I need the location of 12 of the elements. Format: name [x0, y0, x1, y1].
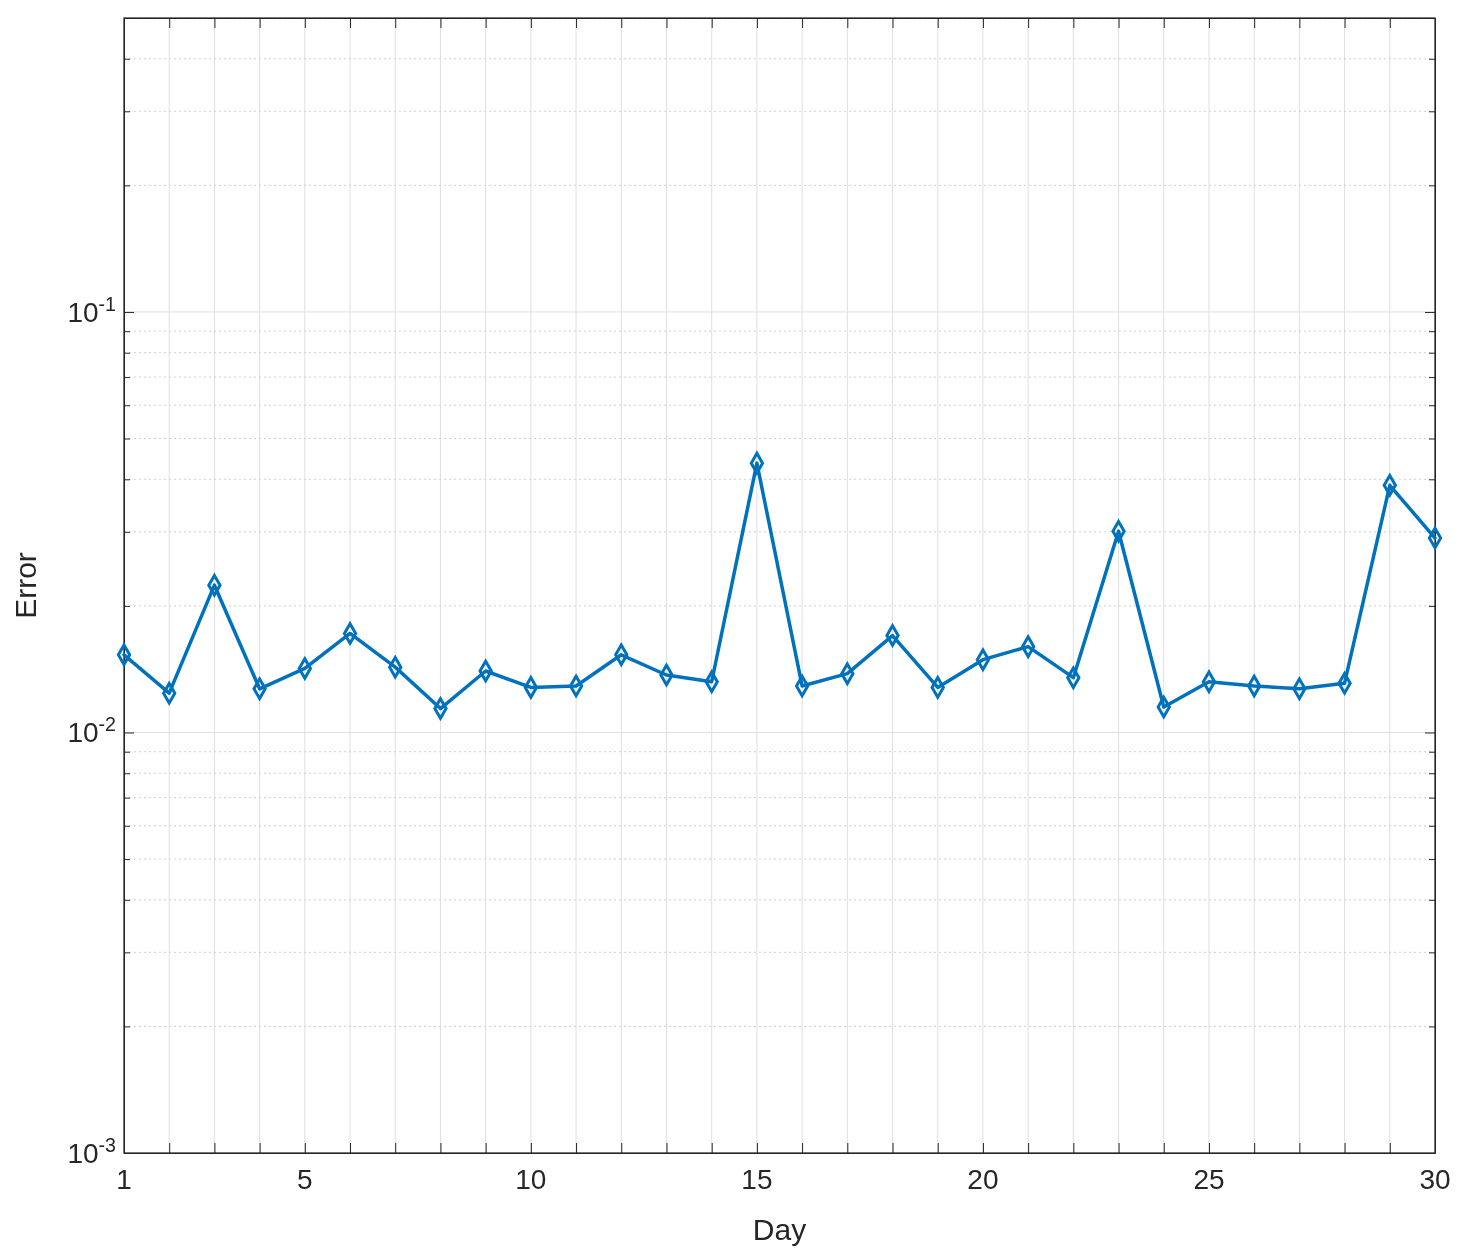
x-axis-title: Day	[752, 1213, 807, 1246]
y-tick-label: 10$^{-1}$	[67, 292, 116, 328]
x-tick-label: 5	[297, 1164, 313, 1195]
x-tick-label: 1	[116, 1164, 132, 1195]
y-tick-label: 10$^{-3}$	[67, 1134, 117, 1169]
x-tick-label: 20	[967, 1164, 999, 1195]
x-tick-label: 10	[515, 1164, 547, 1195]
x-tick-label: 15	[741, 1164, 773, 1195]
x-tick-label: 30	[1419, 1164, 1451, 1195]
x-tick-label: 25	[1193, 1164, 1225, 1195]
y-axis-title: Error	[9, 552, 42, 619]
y-tick-label: 10$^{-2}$	[67, 713, 116, 749]
